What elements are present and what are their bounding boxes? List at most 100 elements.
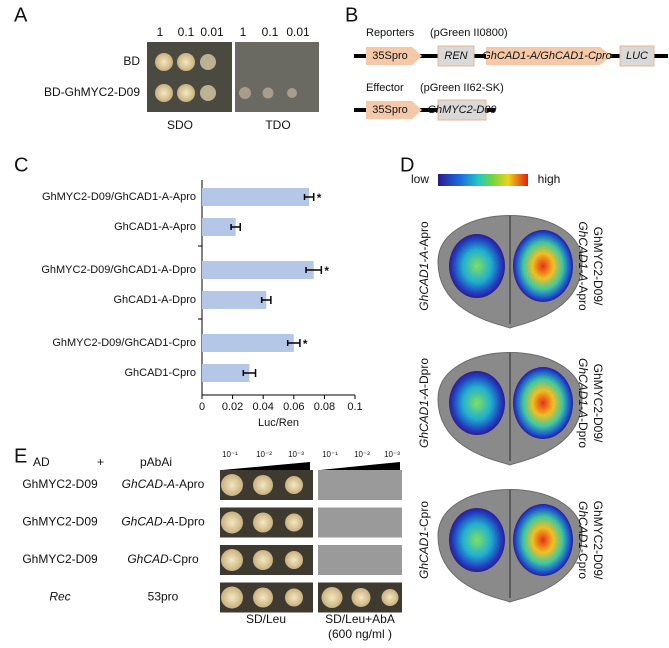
column-label: 0.01 — [286, 25, 310, 39]
label-text: -Dpro — [175, 515, 205, 529]
y-tick-label: GhCAD1-A-Dpro — [113, 294, 196, 306]
x-tick-label: 0.02 — [222, 401, 243, 413]
leaf-label: GhMYC2-D09/ — [591, 364, 605, 443]
error-bar — [303, 193, 315, 201]
panel-label: C — [14, 154, 28, 176]
colony — [351, 588, 371, 607]
x-tick-label: 0.06 — [283, 401, 304, 413]
row-label: GhCAD-A-Apro — [122, 477, 205, 491]
signal-spot — [449, 508, 505, 572]
x-tick-label: 0.08 — [314, 401, 335, 413]
plate — [318, 470, 402, 500]
dilution: 10⁻³ — [384, 450, 400, 459]
promoter — [366, 101, 422, 119]
bar — [202, 188, 310, 206]
bar — [202, 364, 250, 382]
bar — [202, 334, 294, 352]
row-label: GhCAD-A-Dpro — [121, 515, 205, 529]
row-label: GhMYC2-D09 — [22, 552, 98, 566]
leaf-label: GhCAD1-A-Apro — [417, 221, 431, 311]
label-text: 53pro — [148, 590, 179, 604]
leaf-label: GhCAD1-A-Dpro — [417, 358, 431, 448]
row-label: Rec — [49, 590, 70, 604]
colony — [253, 587, 273, 608]
row-label: BD — [123, 54, 140, 68]
colony — [285, 588, 303, 607]
part-label: 35Spro — [372, 50, 407, 62]
dilution: 10⁻¹ — [222, 450, 238, 459]
gradient-wedge — [320, 462, 400, 470]
colony — [221, 511, 243, 534]
bar — [202, 218, 236, 236]
dilution: 10⁻¹ — [322, 450, 338, 459]
x-tick-label: 0.04 — [252, 401, 273, 413]
label-text: -Cpro — [576, 549, 590, 579]
label-italic: GhCAD1-A — [576, 221, 590, 281]
label-italic: GhCAD1-A — [417, 388, 431, 448]
panel-label: D — [400, 154, 414, 176]
plate-note: (600 ng/ml ) — [328, 627, 392, 641]
y-tick-label: GhMYC2-D09/GhCAD1-A-Dpro — [41, 264, 196, 276]
header: AD — [33, 455, 50, 469]
promoter — [486, 47, 612, 65]
label-text: -Dpro — [417, 358, 431, 388]
label: Reporters — [366, 27, 415, 39]
label-text: -Apro — [175, 477, 205, 491]
column-label: 0.01 — [200, 25, 224, 39]
promoter — [366, 47, 422, 65]
label-text: -Cpro — [169, 552, 199, 566]
leaf-label: GhCAD1-A-Dpro — [576, 358, 590, 448]
label-italic: GhCAD-A — [122, 477, 175, 491]
row-label: GhMYC2-D09 — [22, 477, 98, 491]
label-text: -Cpro — [417, 501, 431, 531]
leaf-label: GhMYC2-D09/ — [591, 501, 605, 580]
part-label: 35Spro — [372, 104, 407, 116]
label: Effector — [366, 82, 404, 94]
error-bar — [260, 296, 272, 304]
header: + — [97, 455, 104, 469]
error-bar — [286, 339, 301, 347]
colony — [321, 587, 343, 608]
signal-spot — [513, 230, 573, 302]
label-text: -Apro — [417, 221, 431, 251]
bar-chart: 0 0.02 0.04 0.06 0.08 0.1 Luc/Ren GhMYC2-D09/Gh… — [41, 180, 363, 429]
label-italic: GhCAD1-A — [576, 358, 590, 418]
colony — [221, 549, 243, 571]
dilution: 10⁻² — [256, 450, 272, 459]
panel-label: A — [14, 4, 28, 26]
bar — [202, 291, 267, 309]
row-label: 53pro — [148, 590, 179, 604]
column-label: 1 — [157, 25, 164, 39]
plate-label: SD/Leu+AbA — [325, 612, 395, 626]
signal-spot — [513, 367, 573, 439]
error-bar — [305, 266, 323, 274]
panel-label: E — [14, 445, 27, 467]
label-text: -Apro — [576, 281, 590, 311]
significance: * — [303, 337, 308, 351]
leaf-label: GhCAD1-Cpro — [417, 501, 431, 579]
label-italic: GhCAD — [127, 552, 169, 566]
row-label: BD-GhMYC2-D09 — [44, 85, 140, 99]
leaf-label: GhMYC2-D09/ — [591, 227, 605, 306]
dilution: 10⁻³ — [288, 450, 304, 459]
label-italic: GhCAD1 — [417, 531, 431, 579]
column-label: 1 — [240, 25, 247, 39]
colony — [221, 474, 243, 496]
colony — [285, 551, 303, 569]
part-label: GhMYC2-D09 — [427, 104, 496, 116]
bar — [202, 261, 314, 279]
scale-label: low — [411, 172, 429, 186]
colonies — [155, 53, 297, 102]
colony — [285, 476, 303, 494]
label-text: -Dpro — [576, 418, 590, 448]
label-italic: GhCAD1 — [576, 501, 590, 549]
panel-label: B — [345, 4, 358, 26]
y-tick-label: GhMYC2-D09/GhCAD1-A-Apro — [42, 191, 196, 203]
column-label: 0.1 — [262, 25, 279, 39]
header: pAbAi — [140, 455, 172, 469]
y-tick-label: GhMYC2-D09/GhCAD1-Cpro — [52, 337, 196, 349]
plate — [147, 42, 232, 112]
label-italic: GhCAD-A — [121, 515, 174, 529]
colony — [285, 513, 303, 532]
